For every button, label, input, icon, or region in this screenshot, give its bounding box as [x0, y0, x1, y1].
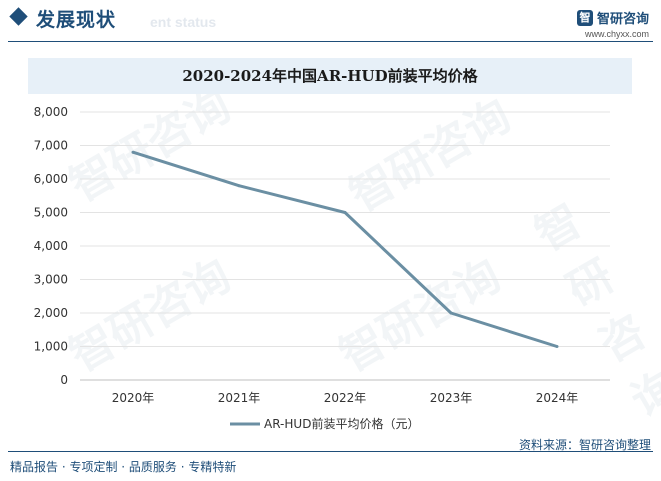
source-label: 资料来源： [518, 438, 579, 452]
brand-logo-icon: 智 [576, 9, 593, 26]
data-point [449, 311, 453, 315]
x-tick-label: 2024年 [536, 391, 579, 405]
y-tick-label: 8,000 [34, 105, 68, 119]
y-tick-label: 7,000 [34, 139, 68, 153]
y-axis-ticks: 0 1,000 2,000 3,000 4,000 5,000 6,000 7,000 8,00… [34, 105, 68, 387]
source-note: 资料来源：智研咨询整理 [519, 436, 651, 453]
header: ent status 发展现状 智 智研咨询 www.chyxx.com [0, 0, 661, 44]
header-divider [8, 41, 653, 42]
legend-label: AR-HUD前装平均价格（元） [264, 416, 419, 431]
y-tick-label: 3,000 [34, 273, 68, 287]
data-point [555, 345, 559, 348]
x-tick-label: 2022年 [324, 391, 367, 405]
section-title: 发展现状 [36, 9, 117, 31]
y-tick-label: 1,000 [34, 340, 68, 354]
brand: 智 智研咨询 www.chyxx.com [576, 8, 649, 39]
series-line [132, 150, 558, 348]
data-point [237, 184, 241, 188]
footer-tags: 精品报告 · 专项定制 · 品质服务 · 专精特新 [10, 460, 237, 474]
footer-divider [8, 451, 653, 452]
data-point [343, 211, 347, 214]
grid-lines [80, 111, 610, 381]
section-subtitle: ent status [150, 14, 217, 30]
x-tick-label: 2020年 [112, 391, 155, 405]
legend: AR-HUD前装平均价格（元） [230, 416, 419, 431]
y-tick-label: 6,000 [34, 172, 68, 186]
source-value: 智研咨询整理 [578, 438, 651, 452]
y-tick-label: 2,000 [34, 306, 68, 320]
y-tick-label: 5,000 [34, 206, 68, 220]
data-point [131, 150, 135, 154]
chart-title: 2020-2024年中国AR-HUD前装平均价格 [28, 58, 632, 94]
y-tick-label: 0 [60, 373, 68, 387]
brand-name: 智研咨询 [596, 12, 649, 27]
brand-url: www.chyxx.com [584, 29, 649, 39]
x-tick-label: 2023年 [430, 391, 473, 405]
x-tick-label: 2021年 [218, 391, 261, 405]
series-layer [131, 150, 559, 348]
y-tick-label: 4,000 [34, 239, 68, 253]
x-axis-ticks: 2020年 2021年 2022年 2023年 2024年 [112, 391, 579, 405]
